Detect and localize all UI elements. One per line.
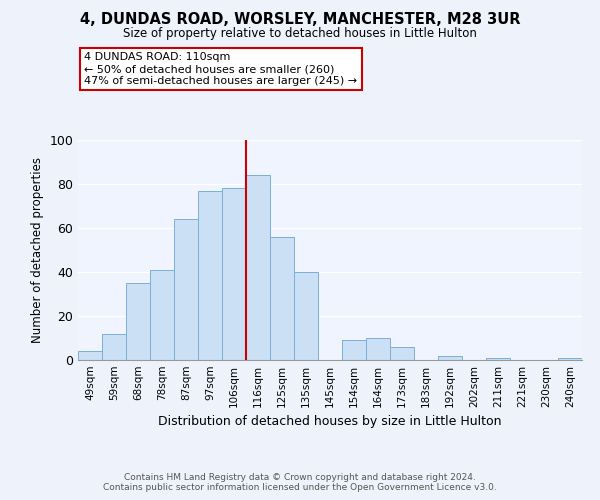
Text: Contains public sector information licensed under the Open Government Licence v3: Contains public sector information licen… bbox=[103, 484, 497, 492]
X-axis label: Distribution of detached houses by size in Little Hulton: Distribution of detached houses by size … bbox=[158, 416, 502, 428]
Bar bbox=[486, 358, 510, 360]
Bar bbox=[78, 351, 102, 360]
Bar bbox=[366, 338, 390, 360]
Bar bbox=[126, 283, 150, 360]
Text: 4, DUNDAS ROAD, WORSLEY, MANCHESTER, M28 3UR: 4, DUNDAS ROAD, WORSLEY, MANCHESTER, M28… bbox=[80, 12, 520, 28]
Bar bbox=[270, 237, 294, 360]
Text: 4 DUNDAS ROAD: 110sqm
← 50% of detached houses are smaller (260)
47% of semi-det: 4 DUNDAS ROAD: 110sqm ← 50% of detached … bbox=[84, 52, 357, 86]
Text: Size of property relative to detached houses in Little Hulton: Size of property relative to detached ho… bbox=[123, 28, 477, 40]
Text: Contains HM Land Registry data © Crown copyright and database right 2024.: Contains HM Land Registry data © Crown c… bbox=[124, 472, 476, 482]
Bar bbox=[558, 358, 582, 360]
Bar bbox=[390, 347, 414, 360]
Bar bbox=[294, 272, 318, 360]
Bar bbox=[174, 219, 198, 360]
Bar bbox=[342, 340, 366, 360]
Bar bbox=[198, 190, 222, 360]
Y-axis label: Number of detached properties: Number of detached properties bbox=[31, 157, 44, 343]
Bar bbox=[438, 356, 462, 360]
Bar bbox=[246, 175, 270, 360]
Bar bbox=[102, 334, 126, 360]
Bar bbox=[222, 188, 246, 360]
Bar bbox=[150, 270, 174, 360]
